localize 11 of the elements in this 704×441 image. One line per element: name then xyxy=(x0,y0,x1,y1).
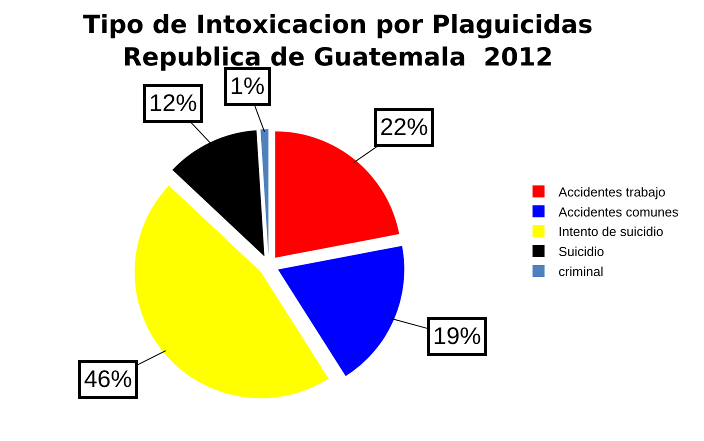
legend-label: Accidentes trabajo xyxy=(558,184,666,200)
legend-label: Suicidio xyxy=(558,244,604,260)
legend-label: Intento de suicidio xyxy=(558,224,664,240)
data-label: 46% xyxy=(84,366,132,393)
chart-title: Tipo de Intoxicacion por Plaguicidas Republica de Guatemala 2012 xyxy=(83,10,593,72)
legend-label: criminal xyxy=(558,264,604,280)
data-label: 1% xyxy=(230,73,265,100)
legend-label: Accidentes comunes xyxy=(558,204,680,220)
data-label: 12% xyxy=(149,90,198,117)
data-label: 22% xyxy=(380,114,428,141)
data-label: 19% xyxy=(433,323,482,350)
